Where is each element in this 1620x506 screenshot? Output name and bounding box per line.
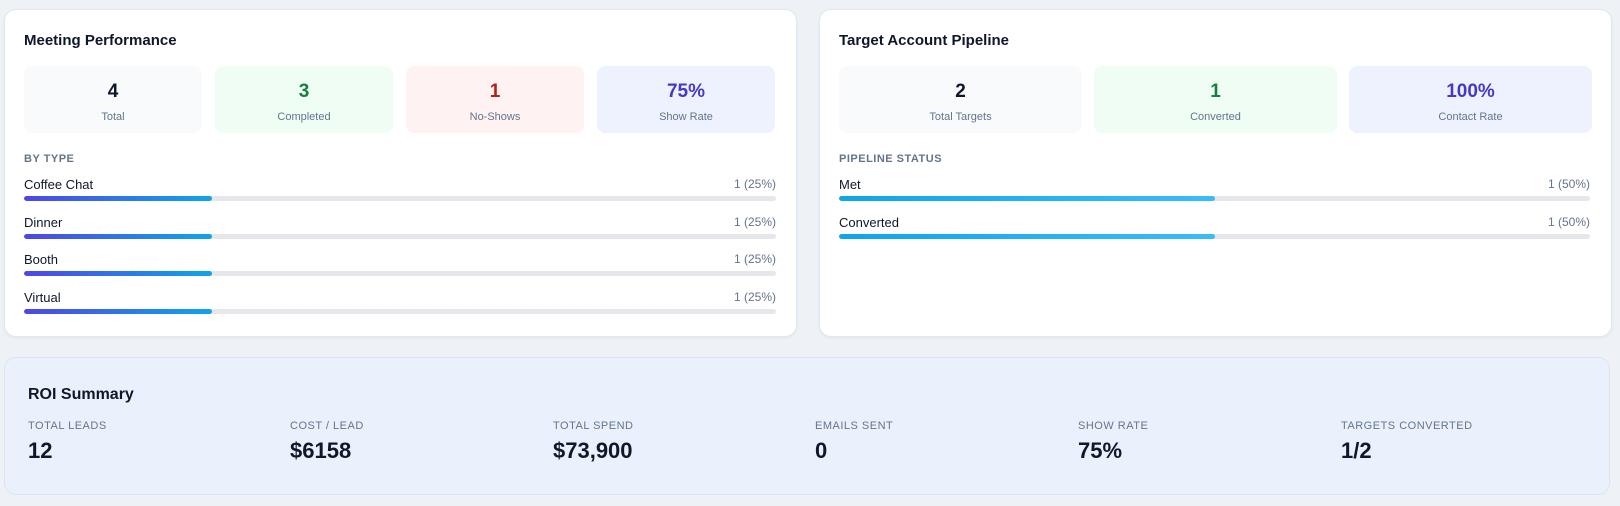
pipeline-status-label: PIPELINE STATUS [839, 153, 943, 165]
stat-total-targets-label: Total Targets [929, 111, 992, 123]
roi-value: $6158 [290, 438, 352, 463]
roi-value: 75% [1078, 438, 1123, 463]
progress-fill [24, 196, 212, 201]
roi-value: 1/2 [1341, 438, 1372, 463]
roi-label: COST / LEAD [290, 420, 364, 432]
stat-contact-rate: 100% Contact Rate [1349, 66, 1592, 133]
progress-fill [24, 234, 212, 239]
roi-targets-converted: TARGETS CONVERTED 1/2 [1341, 420, 1473, 464]
bar-row-virtual: Virtual 1 (25%) [24, 290, 776, 316]
roi-total-spend: TOTAL SPEND $73,900 [553, 420, 633, 464]
progress-track [839, 234, 1590, 239]
bar-count: 1 (25%) [733, 215, 776, 229]
meeting-performance-title: Meeting Performance [24, 32, 177, 49]
stat-completed: 3 Completed [215, 66, 393, 133]
roi-cost-per-lead: COST / LEAD $6158 [290, 420, 364, 464]
progress-fill [24, 271, 212, 276]
bar-count: 1 (50%) [1547, 215, 1590, 229]
roi-label: SHOW RATE [1078, 420, 1149, 432]
progress-track [24, 309, 776, 314]
roi-label: TOTAL SPEND [553, 420, 634, 432]
bar-label: Virtual [24, 290, 61, 305]
bar-label: Met [839, 177, 861, 192]
progress-fill [839, 196, 1215, 201]
bar-row-met: Met 1 (50%) [839, 177, 1590, 203]
stat-no-shows: 1 No-Shows [406, 66, 584, 133]
bar-count: 1 (25%) [733, 290, 776, 304]
bar-label: Converted [839, 215, 899, 230]
bar-count: 1 (50%) [1547, 177, 1590, 191]
stat-converted-value: 1 [1210, 81, 1221, 102]
stat-contact-rate-label: Contact Rate [1438, 111, 1503, 123]
bar-label: Coffee Chat [24, 177, 94, 192]
roi-label: TOTAL LEADS [28, 420, 107, 432]
bar-row-dinner: Dinner 1 (25%) [24, 215, 776, 241]
roi-value: 0 [815, 438, 828, 463]
roi-label: EMAILS SENT [815, 420, 894, 432]
stat-no-shows-value: 1 [489, 81, 501, 102]
roi-emails-sent: EMAILS SENT 0 [815, 420, 893, 464]
roi-summary-title: ROI Summary [28, 386, 134, 403]
bar-count: 1 (25%) [733, 177, 776, 191]
bar-count: 1 (25%) [733, 252, 776, 266]
bar-row-coffee-chat: Coffee Chat 1 (25%) [24, 177, 776, 203]
bar-row-converted: Converted 1 (50%) [839, 215, 1590, 241]
target-pipeline-title: Target Account Pipeline [839, 32, 1010, 49]
stat-show-rate-value: 75% [666, 81, 706, 102]
stat-converted-label: Converted [1190, 111, 1241, 123]
stat-total: 4 Total [24, 66, 202, 133]
stat-completed-label: Completed [277, 111, 331, 123]
stat-no-shows-label: No-Shows [469, 111, 521, 123]
bar-label: Booth [24, 252, 58, 267]
roi-label: TARGETS CONVERTED [1341, 420, 1473, 432]
roi-show-rate: SHOW RATE 75% [1078, 420, 1148, 464]
stat-show-rate: 75% Show Rate [597, 66, 775, 133]
progress-fill [839, 234, 1215, 239]
progress-track [24, 271, 776, 276]
progress-fill [24, 309, 212, 314]
by-type-label: BY TYPE [24, 153, 75, 165]
stat-total-targets: 2 Total Targets [839, 66, 1082, 133]
stat-converted: 1 Converted [1094, 66, 1337, 133]
bar-row-booth: Booth 1 (25%) [24, 252, 776, 278]
target-pipeline-card: Target Account Pipeline 2 Total Targets … [819, 9, 1612, 337]
meeting-performance-card: Meeting Performance 4 Total 3 Completed … [4, 9, 797, 337]
roi-value: 12 [28, 438, 53, 463]
roi-summary-panel: ROI Summary TOTAL LEADS 12 COST / LEAD $… [4, 357, 1610, 495]
progress-track [24, 196, 776, 201]
stat-contact-rate-value: 100% [1446, 81, 1495, 102]
stat-total-label: Total [101, 111, 125, 123]
progress-track [839, 196, 1590, 201]
roi-value: $73,900 [553, 438, 633, 463]
stat-show-rate-label: Show Rate [659, 111, 713, 123]
progress-track [24, 234, 776, 239]
stat-total-targets-value: 2 [955, 81, 966, 102]
stat-total-value: 4 [107, 81, 119, 102]
roi-total-leads: TOTAL LEADS 12 [28, 420, 107, 464]
bar-label: Dinner [24, 215, 63, 230]
stat-completed-value: 3 [298, 81, 310, 102]
